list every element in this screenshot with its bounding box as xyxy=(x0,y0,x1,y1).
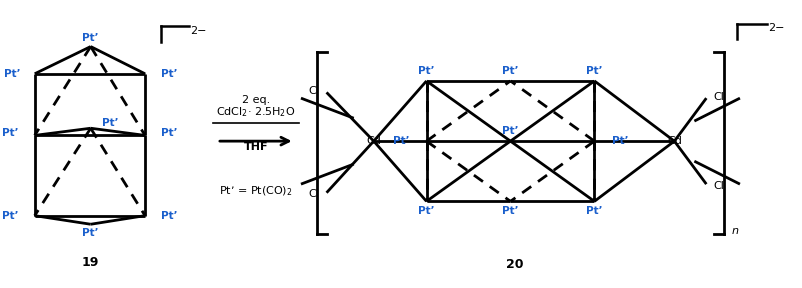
Text: Pt’: Pt’ xyxy=(611,136,627,146)
Text: 20: 20 xyxy=(505,258,523,271)
Text: Pt’: Pt’ xyxy=(83,33,99,43)
Text: Cl: Cl xyxy=(713,92,723,102)
Text: Pt’: Pt’ xyxy=(501,206,518,216)
Text: Cd: Cd xyxy=(666,136,681,146)
Text: Pt’: Pt’ xyxy=(83,228,99,238)
Text: 19: 19 xyxy=(81,256,99,270)
Text: Pt’: Pt’ xyxy=(418,66,434,76)
Text: Pt’: Pt’ xyxy=(418,206,434,216)
Text: n: n xyxy=(731,226,738,236)
Text: Pt’: Pt’ xyxy=(2,128,19,138)
Text: 2−: 2− xyxy=(189,26,206,36)
Text: Pt’: Pt’ xyxy=(585,66,602,76)
Text: Pt’: Pt’ xyxy=(160,128,177,138)
Text: Pt’: Pt’ xyxy=(4,69,21,79)
Text: Pt’ = Pt(CO)$_2$: Pt’ = Pt(CO)$_2$ xyxy=(219,185,292,198)
Text: Pt’: Pt’ xyxy=(392,136,409,146)
Text: Pt’: Pt’ xyxy=(501,126,518,136)
Text: Cl: Cl xyxy=(713,181,723,191)
Text: Cl: Cl xyxy=(308,86,319,96)
Text: Pt’: Pt’ xyxy=(501,66,518,76)
Text: Cl: Cl xyxy=(308,189,319,199)
Text: Pt’: Pt’ xyxy=(160,69,177,79)
Text: CdCl$_2$· 2.5H$_2$O: CdCl$_2$· 2.5H$_2$O xyxy=(216,106,295,119)
Text: Pt’: Pt’ xyxy=(2,211,19,221)
Text: 2−: 2− xyxy=(767,23,784,33)
Text: Pt’: Pt’ xyxy=(103,118,119,128)
Text: THF: THF xyxy=(243,142,268,152)
Text: Cd: Cd xyxy=(366,136,381,146)
Text: 2 eq.: 2 eq. xyxy=(241,94,269,105)
Text: Pt’: Pt’ xyxy=(160,211,177,221)
Text: Pt’: Pt’ xyxy=(585,206,602,216)
